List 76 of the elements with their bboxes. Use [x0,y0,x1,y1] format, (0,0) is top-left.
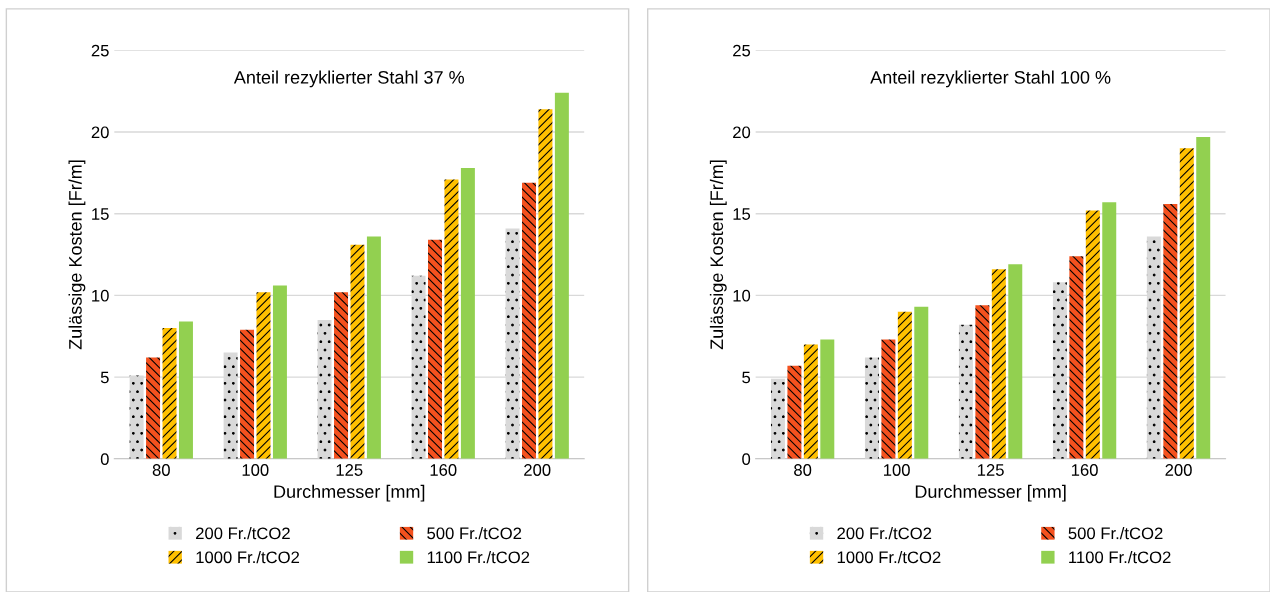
y-tick-label: 20 [733,126,751,139]
bar [770,378,785,459]
y-axis-title: Zulässige Kosten [Fr/m] [709,160,727,350]
bar [897,311,912,459]
bar [864,357,879,459]
bar [146,357,161,459]
bar [444,179,459,459]
x-tick-label: 160 [1071,464,1098,476]
bar [334,292,349,459]
bar [1052,282,1067,459]
bar [350,244,365,459]
bar [1069,256,1084,459]
x-tick-label: 100 [883,464,910,476]
bar [538,109,553,459]
bar [129,375,144,459]
legend-label: 1000 Fr./tCO2 [837,550,941,564]
y-tick-label: 20 [91,126,109,139]
legend-label: 1000 Fr./tCO2 [196,550,300,564]
legend-label: 500 Fr./tCO2 [1068,526,1163,540]
legend-label: 200 Fr./tCO2 [196,526,290,540]
x-tick-label: 200 [1165,464,1192,476]
bar [411,275,426,459]
legend-label: 1100 Fr./tCO2 [1069,550,1171,564]
bar [820,339,835,459]
y-tick-label: 0 [100,453,109,465]
bar [428,239,442,459]
y-tick-label: 25 [733,44,751,57]
x-tick-label: 200 [524,464,551,476]
bar [1196,136,1211,459]
y-tick-label: 0 [742,453,751,465]
bar [991,269,1006,459]
bar [1163,203,1178,459]
x-axis-title: Durchmesser [mm] [274,484,425,502]
bar [958,324,973,459]
bar [522,182,536,459]
bar [1085,210,1100,459]
bar [256,292,271,459]
bar [178,321,193,459]
bar [803,344,818,459]
y-tick-label: 15 [733,208,751,220]
text: Anteil rezyklierter Stahl 100 % [870,70,1111,88]
y-axis-title: Zulässige Kosten [Fr/m] [68,160,86,350]
y-tick-label: 25 [91,44,109,57]
bar [366,236,381,459]
bar [1102,202,1117,459]
bar [787,365,802,459]
bar [460,167,475,459]
y-tick-label: 5 [742,371,751,384]
x-tick-label: 160 [430,464,457,476]
bar [240,329,255,459]
legend-label: 200 Fr./tCO2 [837,526,932,540]
bar [914,306,929,459]
y-tick-label: 10 [92,289,109,302]
y-tick-label: 10 [733,289,751,302]
x-tick-label: 80 [152,464,170,476]
x-tick-label: 100 [242,464,269,476]
text: Anteil rezyklierter Stahl 37 % [233,70,465,88]
bar [162,328,177,459]
x-tick-label: 125 [336,464,363,476]
bar [317,319,332,459]
bar [223,352,238,459]
bar [1008,264,1023,459]
bar [505,228,520,459]
x-tick-label: 80 [794,464,812,476]
bar [881,339,896,459]
x-axis-title: Durchmesser [mm] [915,484,1066,502]
bar [554,92,569,459]
legend-label: 500 Fr./tCO2 [427,526,522,540]
bar [975,305,990,459]
bar [272,285,287,459]
y-tick-label: 15 [92,208,109,220]
y-tick-label: 5 [100,371,109,384]
legend-label: 1100 Fr./tCO2 [427,550,530,564]
x-tick-label: 125 [977,464,1004,476]
bar [1179,148,1194,459]
bar [1146,236,1161,459]
